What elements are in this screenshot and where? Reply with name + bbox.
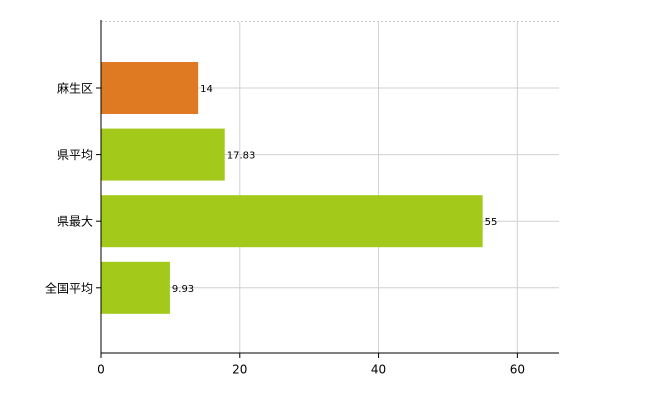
x-tick-label: 60 — [510, 363, 525, 377]
data-label: 17.83 — [227, 151, 256, 162]
y-tick-label: 県最大 — [57, 215, 93, 229]
data-label: 14 — [200, 84, 213, 95]
bar — [101, 62, 199, 114]
x-tick-label: 40 — [371, 363, 386, 377]
y-tick-label: 麻生区 — [57, 81, 93, 96]
y-tick-label: 全国平均 — [45, 280, 93, 295]
data-label: 55 — [485, 217, 498, 228]
x-tick-label: 20 — [232, 363, 247, 377]
bar — [101, 195, 483, 248]
y-tick-label: 県平均 — [57, 148, 93, 162]
data-label: 9.93 — [172, 284, 194, 295]
bar — [101, 128, 225, 181]
x-tick-label: 0 — [97, 363, 105, 377]
bar — [101, 261, 170, 314]
